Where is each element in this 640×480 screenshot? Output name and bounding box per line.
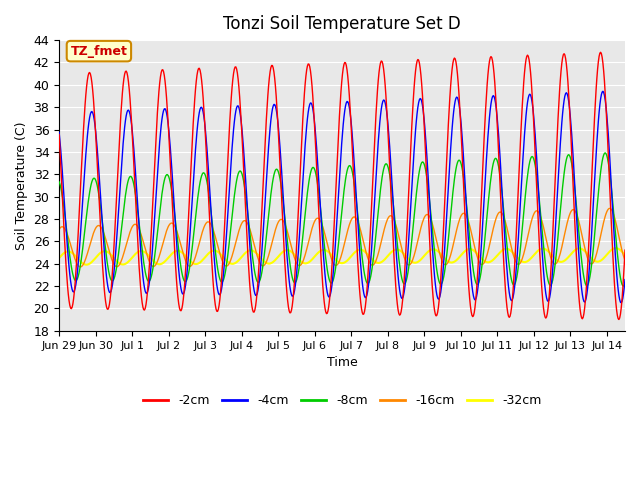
Text: TZ_fmet: TZ_fmet xyxy=(70,45,127,58)
X-axis label: Time: Time xyxy=(326,356,358,369)
Y-axis label: Soil Temperature (C): Soil Temperature (C) xyxy=(15,121,28,250)
Legend: -2cm, -4cm, -8cm, -16cm, -32cm: -2cm, -4cm, -8cm, -16cm, -32cm xyxy=(138,389,547,412)
Title: Tonzi Soil Temperature Set D: Tonzi Soil Temperature Set D xyxy=(223,15,461,33)
